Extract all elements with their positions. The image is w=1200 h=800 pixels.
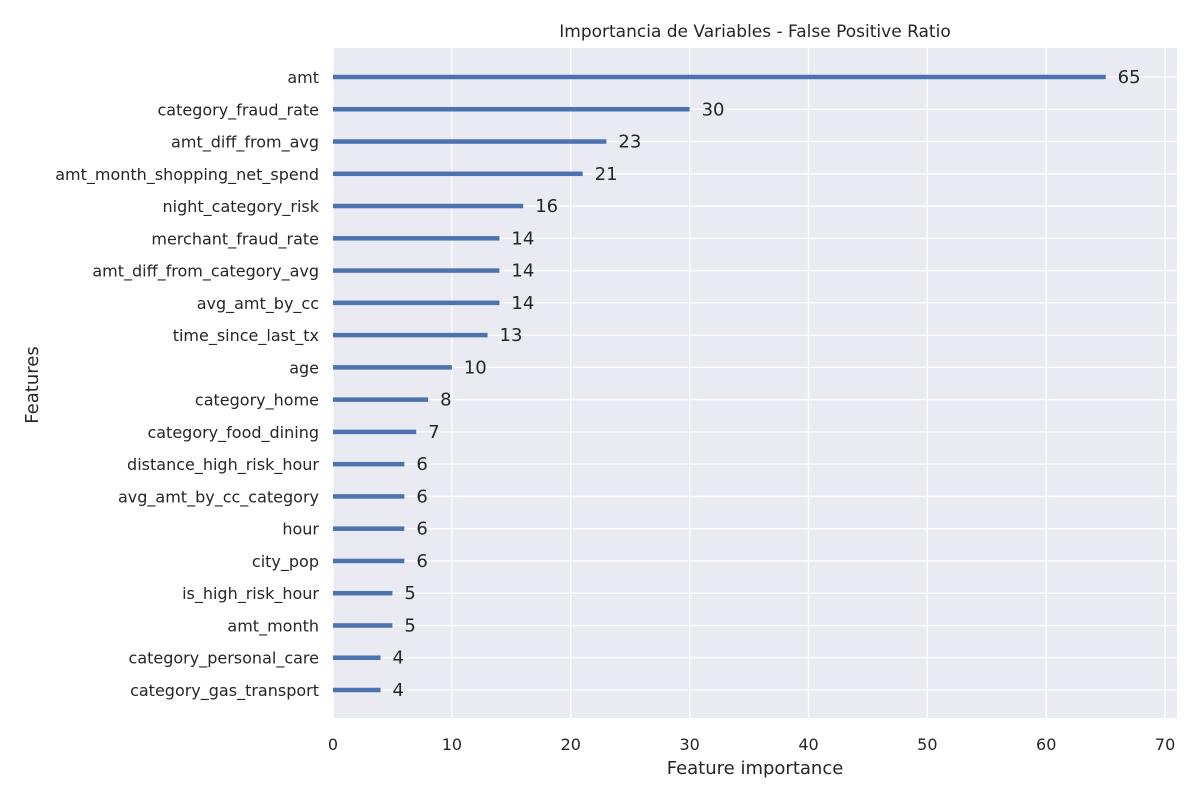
bar-amt — [333, 74, 1106, 80]
value-label: 14 — [511, 261, 534, 282]
value-label: 4 — [393, 648, 404, 669]
bar-time-since-last-tx — [333, 332, 488, 338]
bar-category-home — [333, 397, 429, 402]
value-label: 6 — [416, 454, 427, 475]
y-tick-label: avg_amt_by_cc — [197, 294, 319, 314]
y-tick-label: amt_diff_from_category_avg — [92, 262, 319, 282]
bar-avg-amt-by-cc — [333, 300, 500, 306]
bar-amt-month-shopping-net-spend — [333, 171, 583, 177]
y-tick-label: category_personal_care — [129, 649, 319, 669]
value-label: 5 — [404, 583, 415, 604]
x-tick-label: 10 — [442, 735, 462, 754]
y-tick-label: amt — [287, 68, 319, 87]
value-label: 10 — [464, 357, 487, 378]
bar-amt-diff-from-avg — [333, 139, 607, 144]
y-tick-labels: amt category_fraud_rate amt_diff_from_avga… — [55, 68, 320, 701]
bar-category-food-dining — [333, 429, 417, 435]
bar-category-personal-care — [333, 655, 381, 660]
y-tick-label: amt_diff_from_avg — [171, 133, 319, 153]
bar-age — [333, 365, 452, 370]
value-label: 21 — [595, 164, 618, 185]
value-label: 13 — [500, 325, 523, 346]
y-tick-label: category_home — [195, 391, 319, 411]
value-label: 65 — [1118, 67, 1141, 88]
x-tick-label: 20 — [561, 735, 581, 754]
y-tick-label: city_pop — [252, 552, 319, 572]
value-label: 23 — [618, 132, 641, 153]
y-tick-label: category_fraud_rate — [157, 100, 319, 120]
bar-category-gas-transport — [333, 687, 381, 693]
value-label: 14 — [511, 293, 534, 314]
bar-category-fraud-rate — [333, 107, 690, 112]
bar-amt-month — [333, 623, 393, 628]
bar-night-category-risk — [333, 203, 524, 209]
value-label: 7 — [428, 422, 439, 443]
bar-hour — [333, 526, 405, 531]
value-label: 5 — [404, 615, 415, 636]
bar-amt-diff-from-category-avg — [333, 268, 500, 273]
bar-merchant-fraud-rate — [333, 236, 500, 241]
x-tick-label: 50 — [917, 735, 937, 754]
x-tick-labels: 0 10 20 30 40 50 60 70 — [328, 735, 1175, 754]
bar-avg-amt-by-cc-category — [333, 494, 405, 499]
bar-city-pop — [333, 558, 405, 564]
chart-title: Importancia de Variables - False Positiv… — [559, 22, 950, 42]
bar-distance-high-risk-hour — [333, 461, 405, 467]
value-label: 6 — [416, 486, 427, 507]
x-tick-label: 70 — [1155, 735, 1175, 754]
y-tick-label: hour — [282, 520, 319, 539]
bars — [333, 74, 1106, 693]
value-label: 30 — [702, 99, 725, 120]
y-tick-label: time_since_last_tx — [173, 326, 319, 346]
y-axis-label: Features — [22, 346, 43, 423]
value-label: 6 — [416, 551, 427, 572]
value-label: 8 — [440, 390, 451, 411]
value-label: 16 — [535, 196, 558, 217]
y-tick-label: avg_amt_by_cc_category — [118, 487, 319, 507]
y-tick-label: amt_month — [227, 616, 319, 636]
bar-is-high-risk-hour — [333, 590, 393, 596]
y-tick-label: is_high_risk_hour — [182, 584, 319, 604]
y-tick-label: night_category_risk — [163, 197, 320, 217]
value-label: 4 — [393, 680, 404, 701]
x-axis-label: Feature importance — [667, 758, 844, 779]
value-label: 14 — [511, 228, 534, 249]
y-tick-label: age — [289, 358, 319, 377]
y-tick-label: category_food_dining — [147, 423, 319, 443]
y-tick-label: amt_month_shopping_net_spend — [55, 165, 319, 185]
x-tick-label: 0 — [328, 735, 338, 754]
x-tick-label: 60 — [1036, 735, 1056, 754]
plot-background — [333, 48, 1177, 718]
y-tick-label: distance_high_risk_hour — [127, 455, 319, 475]
value-label: 6 — [416, 519, 427, 540]
y-tick-label: category_gas_transport — [130, 681, 319, 701]
x-tick-label: 40 — [798, 735, 818, 754]
x-tick-label: 30 — [679, 735, 699, 754]
y-tick-label: merchant_fraud_rate — [151, 229, 319, 249]
